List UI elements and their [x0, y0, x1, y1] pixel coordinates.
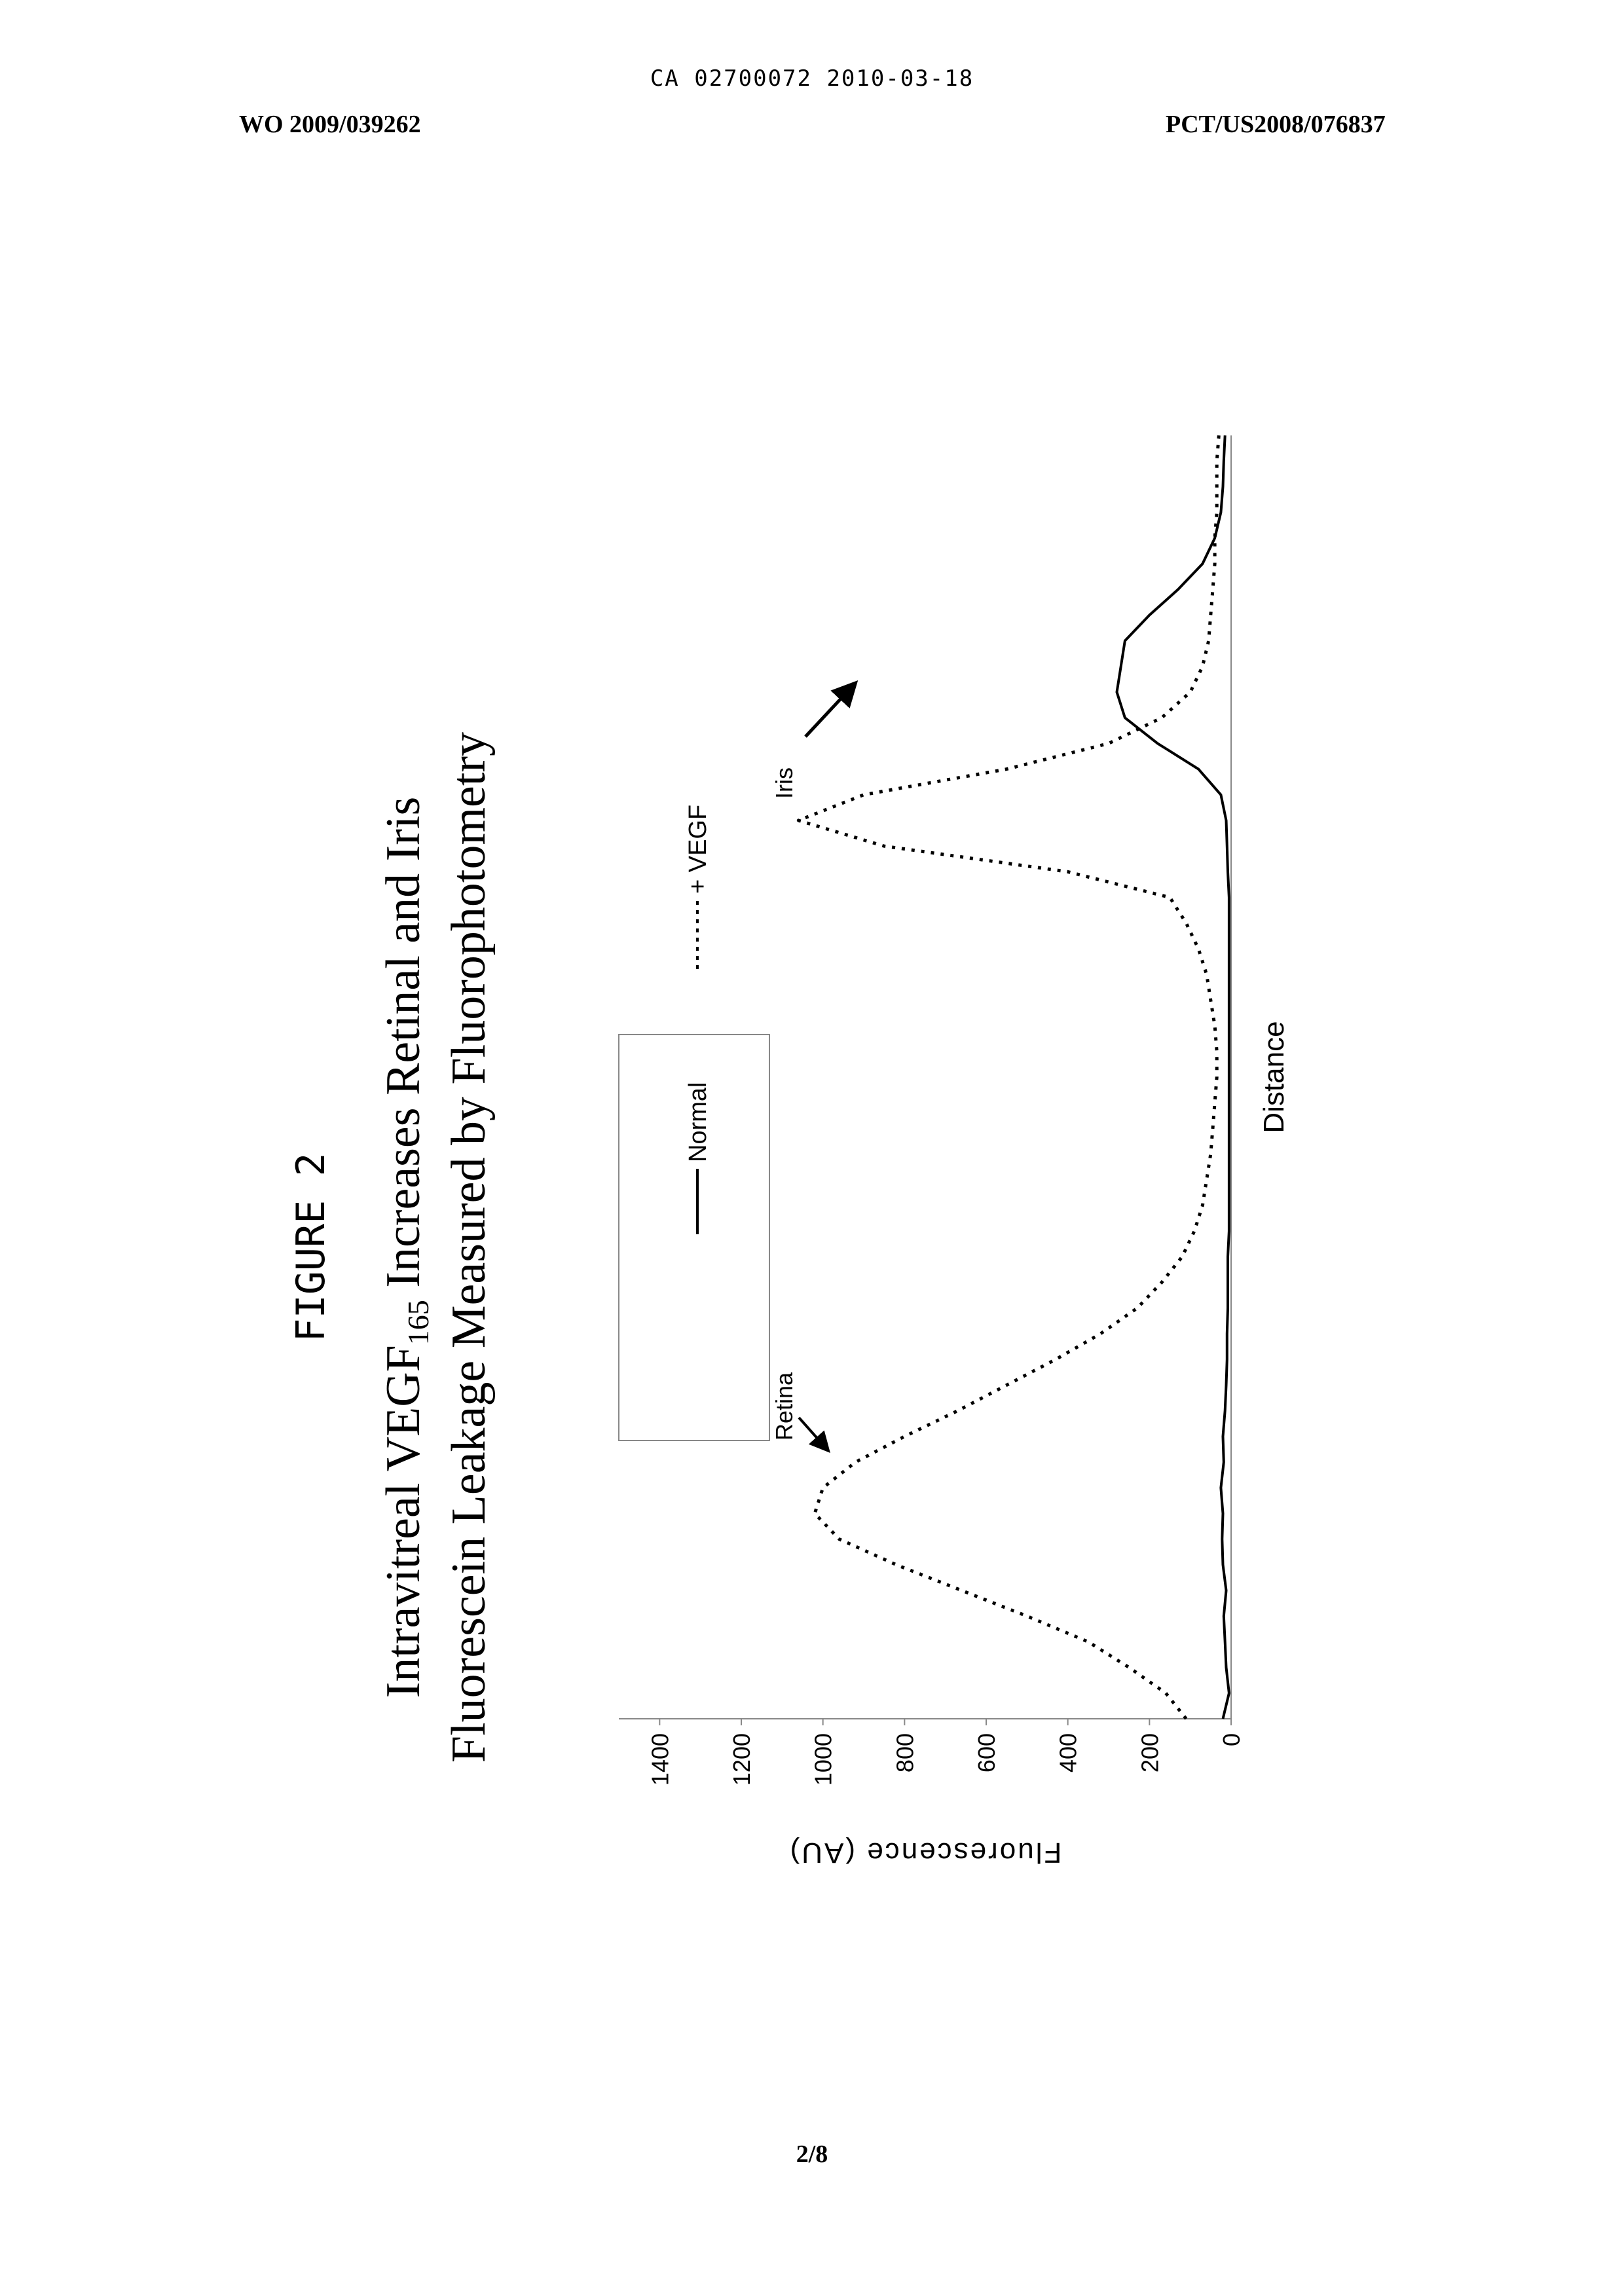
legend-label-normal: Normal: [684, 1082, 712, 1162]
legend-label-vegf: + VEGF: [684, 805, 712, 894]
x-axis-label: Distance: [1258, 1021, 1290, 1133]
y-axis-ticks: 0 200 400 600 800 1000 1200 1400: [646, 1719, 1245, 1786]
y-tick-label: 600: [973, 1733, 1000, 1772]
annotation-iris: Iris: [771, 767, 798, 799]
y-tick-label: 800: [891, 1733, 918, 1772]
y-tick-label: 0: [1218, 1733, 1245, 1746]
chart-series: [798, 435, 1229, 1719]
y-tick-label: 1400: [646, 1733, 673, 1786]
figure-label: FIGURE 2: [288, 1153, 334, 1342]
annotation-iris-arrow: [805, 688, 851, 737]
y-tick-label: 400: [1055, 1733, 1082, 1772]
series-line-vegf: [798, 435, 1219, 1719]
annotation-retina: Retina: [771, 1372, 798, 1441]
y-tick-label: 1200: [728, 1733, 755, 1786]
series-line-normal: [1117, 435, 1229, 1719]
page-number: 2/8: [0, 2140, 1624, 2169]
annotation-retina-arrow: [799, 1418, 825, 1447]
figure-title-line2: Fluorescein Leakage Measured by Fluoroph…: [442, 732, 496, 1763]
chart-plot-area: 0 200 400 600 800 1000 1200 1400 Fluorescence (…: [619, 435, 1290, 1869]
figure-title-line1: Intravitreal VEGF165 Increases Retinal a…: [377, 797, 435, 1698]
y-tick-label: 200: [1136, 1733, 1163, 1772]
y-tick-label: 1000: [810, 1733, 837, 1786]
y-axis-label: Fluorescence (AU): [788, 1837, 1062, 1869]
